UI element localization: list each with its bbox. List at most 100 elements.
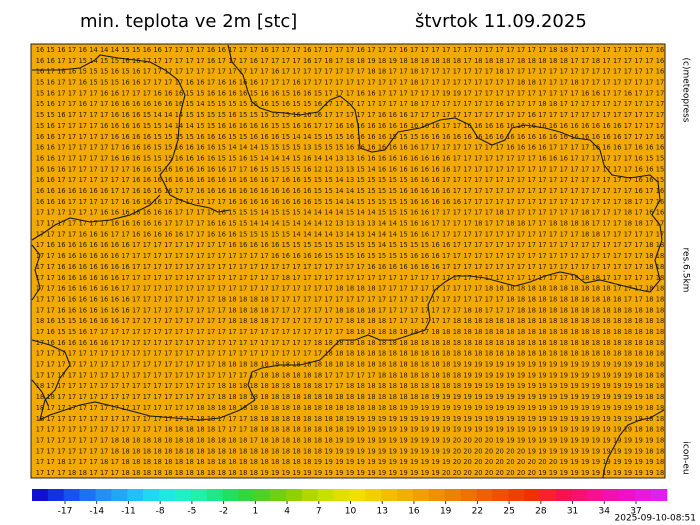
grid-value: 19 (367, 458, 375, 466)
grid-value: 17 (218, 317, 226, 325)
grid-value: 19 (324, 447, 332, 455)
grid-value: 19 (570, 447, 578, 455)
grid-value: 17 (36, 458, 44, 466)
grid-value: 19 (453, 404, 461, 412)
grid-value: 14 (335, 209, 343, 217)
grid-value: 17 (495, 263, 503, 271)
grid-value: 18 (282, 436, 290, 444)
grid-value: 16 (367, 144, 375, 152)
grid-value: 15 (218, 154, 226, 162)
grid-value: 17 (218, 274, 226, 282)
grid-value: 19 (389, 57, 397, 65)
grid-value: 17 (506, 252, 514, 260)
grid-value: 18 (538, 350, 546, 358)
grid-value: 16 (250, 165, 258, 173)
grid-value: 18 (346, 361, 354, 369)
grid-value: 20 (495, 447, 503, 455)
grid-value: 16 (228, 187, 236, 195)
grid-value: 17 (218, 68, 226, 76)
grid-value: 18 (431, 350, 439, 358)
grid-value: 18 (645, 415, 653, 423)
grid-value: 17 (421, 144, 429, 152)
grid-value: 18 (303, 447, 311, 455)
grid-value: 18 (399, 393, 407, 401)
grid-value: 17 (89, 393, 97, 401)
grid-value: 16 (389, 263, 397, 271)
colorbar-label: 34 (599, 507, 611, 517)
grid-value: 17 (250, 252, 258, 260)
grid-value: 17 (185, 371, 193, 379)
grid-value: 16 (218, 79, 226, 87)
grid-value: 16 (153, 209, 161, 217)
copyright: (c)meteopress (681, 58, 691, 123)
colorbar-segment (111, 489, 128, 501)
grid-value: 18 (656, 295, 664, 303)
grid-value: 17 (282, 295, 290, 303)
grid-value: 16 (121, 220, 129, 228)
grid-value: 16 (68, 68, 76, 76)
grid-value: 17 (517, 187, 525, 195)
grid-value: 15 (314, 187, 322, 195)
grid-value: 17 (153, 328, 161, 336)
grid-value: 17 (613, 241, 621, 249)
grid-value: 17 (143, 252, 151, 260)
colorbar-label: 13 (376, 507, 387, 517)
grid-value: 15 (346, 209, 354, 217)
grid-value: 17 (271, 350, 279, 358)
grid-value: 17 (260, 285, 268, 293)
grid-value: 17 (143, 241, 151, 249)
grid-value: 16 (121, 100, 129, 108)
grid-value: 19 (463, 393, 471, 401)
grid-value: 18 (46, 393, 54, 401)
grid-value: 19 (538, 469, 546, 477)
grid-value: 16 (228, 111, 236, 119)
grid-value: 15 (367, 198, 375, 206)
grid-value: 18 (260, 317, 268, 325)
grid-value: 16 (79, 306, 87, 314)
grid-value: 17 (153, 57, 161, 65)
grid-value: 17 (592, 263, 600, 271)
grid-value: 17 (517, 89, 525, 97)
grid-value: 17 (46, 436, 54, 444)
grid-value: 14 (367, 165, 375, 173)
grid-value: 17 (143, 339, 151, 347)
grid-value: 14 (378, 241, 386, 249)
grid-value: 16 (282, 100, 290, 108)
grid-value: 17 (228, 252, 236, 260)
grid-value: 18 (260, 295, 268, 303)
grid-value: 18 (592, 306, 600, 314)
grid-value: 18 (442, 339, 450, 347)
grid-value: 19 (389, 458, 397, 466)
colorbar-segment (381, 489, 398, 501)
grid-value: 18 (335, 306, 343, 314)
grid-value: 20 (463, 458, 471, 466)
grid-value: 18 (175, 426, 183, 434)
grid-value: 17 (538, 89, 546, 97)
grid-value: 19 (485, 404, 493, 412)
grid-value: 17 (121, 415, 129, 423)
grid-value: 19 (506, 404, 514, 412)
border-line (227, 44, 663, 241)
grid-value: 17 (228, 274, 236, 282)
grid-value: 19 (613, 447, 621, 455)
grid-value: 18 (431, 361, 439, 369)
grid-value: 17 (367, 100, 375, 108)
grid-value: 19 (570, 458, 578, 466)
grid-value: 18 (228, 393, 236, 401)
grid-value: 18 (517, 306, 525, 314)
grid-value: 15 (57, 317, 65, 325)
grid-value: 17 (164, 79, 172, 87)
grid-value: 15 (100, 57, 108, 65)
grid-value: 16 (378, 165, 386, 173)
grid-value: 19 (463, 404, 471, 412)
grid-value: 17 (324, 111, 332, 119)
grid-value: 17 (121, 187, 129, 195)
grid-value: 16 (581, 89, 589, 97)
grid-value: 17 (485, 295, 493, 303)
grid-value: 17 (495, 220, 503, 228)
grid-value: 19 (399, 404, 407, 412)
grid-value: 17 (68, 382, 76, 390)
grid-value: 17 (453, 176, 461, 184)
grid-value: 18 (153, 458, 161, 466)
grid-value: 16 (346, 133, 354, 141)
